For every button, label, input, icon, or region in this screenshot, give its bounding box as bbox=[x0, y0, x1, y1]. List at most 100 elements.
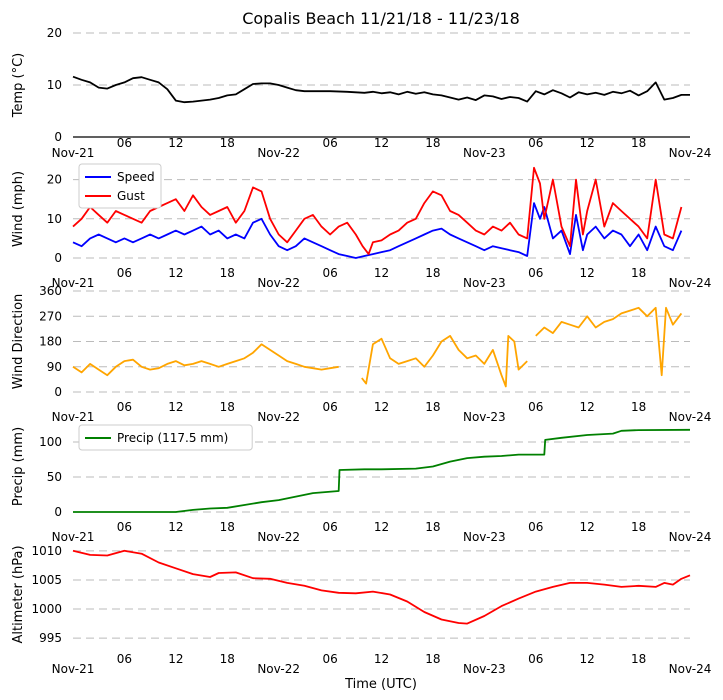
x-tick-temp-12: Nov-24 bbox=[669, 146, 712, 160]
x-tick-direction-12: Nov-24 bbox=[669, 410, 712, 424]
y-tick-precip-2: 100 bbox=[39, 435, 62, 449]
x-tick-precip-8: Nov-23 bbox=[463, 530, 506, 544]
panel-wind: 0 10 20 Wind (mph) Nov-21 06 12 18 Nov-22 06 12 18 N… bbox=[11, 163, 712, 290]
x-tick-precip-7: 18 bbox=[425, 520, 440, 534]
x-tick-temp-7: 18 bbox=[425, 136, 440, 150]
x-tick-wind-4: Nov-22 bbox=[257, 276, 300, 290]
series-temp-0-seg-0 bbox=[72, 75, 690, 104]
x-tick-precip-1: 06 bbox=[117, 520, 132, 534]
x-tick-direction-2: 12 bbox=[168, 400, 183, 414]
x-tick-temp-3: 18 bbox=[220, 136, 235, 150]
x-tick-altimeter-7: 18 bbox=[425, 652, 440, 666]
y-tick-altimeter-0: 995 bbox=[39, 631, 62, 645]
x-tick-wind-7: 18 bbox=[425, 266, 440, 280]
x-tick-altimeter-6: 12 bbox=[374, 652, 389, 666]
y-tick-direction-1: 90 bbox=[47, 360, 62, 374]
x-tick-temp-4: Nov-22 bbox=[257, 146, 300, 160]
x-tick-altimeter-5: 06 bbox=[322, 652, 337, 666]
legend-precip bbox=[78, 424, 253, 451]
x-tick-altimeter-2: 12 bbox=[168, 652, 183, 666]
x-tick-precip-4: Nov-22 bbox=[257, 530, 300, 544]
x-tick-wind-2: 12 bbox=[168, 266, 183, 280]
x-tick-precip-10: 12 bbox=[580, 520, 595, 534]
y-tick-direction-0: 0 bbox=[54, 385, 62, 399]
panel-direction: 0 90 180 270 360 Wind Direction Nov-21 06 12 18 No… bbox=[11, 284, 711, 424]
x-tick-direction-9: 06 bbox=[528, 400, 543, 414]
x-tick-wind-6: 12 bbox=[374, 266, 389, 280]
x-tick-altimeter-10: 12 bbox=[580, 652, 595, 666]
y-tick-direction-4: 360 bbox=[39, 284, 62, 298]
x-tick-direction-1: 06 bbox=[117, 400, 132, 414]
legend-label-wind-1: Gust bbox=[117, 189, 145, 203]
x-tick-wind-3: 18 bbox=[220, 266, 235, 280]
y-tick-altimeter-3: 1010 bbox=[31, 544, 62, 558]
y-tick-altimeter-2: 1005 bbox=[31, 573, 62, 587]
panels: 0 10 20 Temp (°C) Nov-21 06 12 18 Nov-22 06 12 18 No… bbox=[11, 26, 711, 676]
x-tick-direction-5: 06 bbox=[322, 400, 337, 414]
x-tick-altimeter-12: Nov-24 bbox=[669, 662, 712, 676]
x-tick-wind-5: 06 bbox=[322, 266, 337, 280]
x-tick-precip-0: Nov-21 bbox=[52, 530, 95, 544]
panel-precip: 0 50 100 Precip (mm) Nov-21 06 12 18 Nov-22 06 12 1… bbox=[11, 424, 712, 544]
y-tick-temp-2: 20 bbox=[47, 26, 62, 40]
x-tick-altimeter-1: 06 bbox=[117, 652, 132, 666]
series-altimeter-0-seg-0 bbox=[72, 549, 691, 625]
y-tick-precip-0: 0 bbox=[54, 505, 62, 519]
x-tick-direction-3: 18 bbox=[220, 400, 235, 414]
x-tick-wind-9: 06 bbox=[528, 266, 543, 280]
x-tick-temp-0: Nov-21 bbox=[52, 146, 95, 160]
x-tick-temp-5: 06 bbox=[322, 136, 337, 150]
panel-altimeter: 995 1000 1005 1010 Altimeter (hPa) Nov-21 06 12… bbox=[11, 544, 711, 676]
x-tick-temp-10: 12 bbox=[580, 136, 595, 150]
y-axis-label-precip: Precip (mm) bbox=[11, 427, 26, 506]
x-tick-altimeter-11: 18 bbox=[631, 652, 646, 666]
y-axis-label-direction: Wind Direction bbox=[11, 294, 26, 390]
x-tick-direction-4: Nov-22 bbox=[257, 410, 300, 424]
x-axis-label: Time (UTC) bbox=[344, 677, 417, 692]
x-tick-wind-0: Nov-21 bbox=[52, 276, 95, 290]
x-tick-temp-11: 18 bbox=[631, 136, 646, 150]
y-axis-label-wind: Wind (mph) bbox=[11, 171, 26, 247]
panel-temp: 0 10 20 Temp (°C) Nov-21 06 12 18 Nov-22 06 12 18 No… bbox=[11, 26, 711, 160]
chart-title: Copalis Beach 11/21/18 - 11/23/18 bbox=[242, 9, 520, 28]
y-axis-label-temp: Temp (°C) bbox=[11, 53, 26, 119]
y-tick-wind-2: 20 bbox=[47, 173, 62, 187]
x-tick-precip-3: 18 bbox=[220, 520, 235, 534]
x-tick-altimeter-4: Nov-22 bbox=[257, 662, 300, 676]
series-direction-0-seg-1 bbox=[361, 335, 528, 388]
x-tick-direction-10: 12 bbox=[580, 400, 595, 414]
x-tick-temp-2: 12 bbox=[168, 136, 183, 150]
x-tick-precip-11: 18 bbox=[631, 520, 646, 534]
y-tick-precip-1: 50 bbox=[47, 470, 62, 484]
x-tick-temp-8: Nov-23 bbox=[463, 146, 506, 160]
legend-label-wind-0: Speed bbox=[117, 170, 155, 184]
legend-label-precip-0: Precip (117.5 mm) bbox=[117, 431, 228, 445]
x-tick-wind-11: 18 bbox=[631, 266, 646, 280]
x-tick-precip-2: 12 bbox=[168, 520, 183, 534]
x-tick-precip-12: Nov-24 bbox=[669, 530, 712, 544]
x-tick-wind-8: Nov-23 bbox=[463, 276, 506, 290]
series-wind-0-seg-0 bbox=[72, 202, 683, 259]
x-tick-direction-6: 12 bbox=[374, 400, 389, 414]
x-tick-wind-1: 06 bbox=[117, 266, 132, 280]
y-tick-temp-0: 0 bbox=[54, 130, 62, 144]
x-tick-direction-8: Nov-23 bbox=[463, 410, 506, 424]
x-tick-wind-12: Nov-24 bbox=[669, 276, 712, 290]
x-tick-temp-9: 06 bbox=[528, 136, 543, 150]
y-tick-direction-2: 180 bbox=[39, 335, 62, 349]
x-tick-altimeter-3: 18 bbox=[220, 652, 235, 666]
y-tick-altimeter-1: 1000 bbox=[31, 602, 62, 616]
x-tick-precip-9: 06 bbox=[528, 520, 543, 534]
series-direction-0-seg-2 bbox=[535, 306, 683, 377]
x-tick-altimeter-0: Nov-21 bbox=[52, 662, 95, 676]
x-tick-direction-11: 18 bbox=[631, 400, 646, 414]
y-axis-label-altimeter: Altimeter (hPa) bbox=[11, 545, 26, 643]
x-tick-temp-6: 12 bbox=[374, 136, 389, 150]
x-tick-temp-1: 06 bbox=[117, 136, 132, 150]
x-tick-altimeter-9: 06 bbox=[528, 652, 543, 666]
series-direction-0-seg-0 bbox=[72, 343, 339, 377]
y-tick-wind-1: 10 bbox=[47, 212, 62, 226]
x-tick-direction-0: Nov-21 bbox=[52, 410, 95, 424]
series-precip-0-seg-0 bbox=[73, 428, 691, 513]
